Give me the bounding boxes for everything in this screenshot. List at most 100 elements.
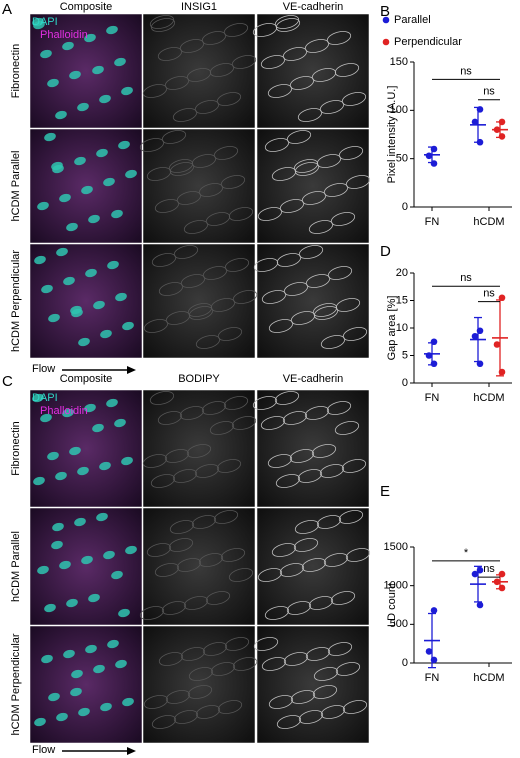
column-header: VE-cadherin [283,373,344,385]
nucleus [85,268,97,278]
micrograph [142,128,256,244]
nucleus [93,300,105,310]
data-point [498,133,506,140]
micrograph [29,625,143,744]
cell-outline [139,606,165,620]
micrograph [256,625,370,744]
nucleus [114,57,126,67]
nucleus [56,247,68,257]
cell-outline [290,690,316,704]
nucleus [59,560,71,570]
significance-label: ns [460,65,472,77]
cell-outline [224,637,250,651]
x-tick-label: hCDM [473,392,504,404]
nucleus [107,260,119,270]
y-tick-label: 500 [390,618,408,630]
nucleus [32,393,44,403]
column-header: Composite [60,373,113,385]
data-point [493,126,501,133]
micrograph [256,13,370,129]
flow-arrowhead [127,366,136,374]
data-point [471,332,479,340]
nucleus [48,692,60,702]
cell-outline [164,449,190,463]
micrograph [142,13,256,129]
cell-outline [198,553,224,567]
data-point [471,118,479,126]
panel-label: C [2,373,13,390]
nucleus [122,321,134,331]
cell-outline [149,391,175,405]
cell-outline [338,510,364,524]
cell-outline [316,515,342,529]
cell-outline [151,253,177,267]
nucleus [48,313,60,323]
y-axis-title: LD count [386,583,398,627]
row-label: Fibronectin [10,44,22,98]
cell-outline [139,138,165,152]
legend-label: Perpendicular [394,36,462,48]
cell-outline [326,401,352,415]
cell-outline [260,55,286,69]
nucleus [40,49,52,59]
micrograph [256,507,370,626]
cell-outline [209,421,235,435]
nucleus [111,570,123,580]
cell-outline [301,558,327,572]
cell-outline [275,474,301,488]
panel-label: D [380,243,391,260]
data-point [430,656,438,664]
cell-outline [188,306,214,320]
nucleus [84,33,96,43]
cell-outline [271,543,297,557]
cell-outline [286,601,312,615]
nucleus [78,707,90,717]
micrograph [142,243,256,359]
cell-outline [209,63,235,77]
cell-outline [319,464,345,478]
nucleus [99,94,111,104]
nucleus [121,86,133,96]
nucleus [41,284,53,294]
cell-outline [180,647,206,661]
cell-outline [257,568,283,582]
cell-outline [195,335,221,349]
stain-label: Phalloidin [40,29,88,41]
x-tick-label: FN [425,392,440,404]
cell-outline [313,306,339,320]
nucleus [125,545,137,555]
data-point [476,360,484,368]
significance-label: ns [483,86,495,98]
cell-outline [335,662,361,676]
x-tick-label: FN [425,672,440,684]
flow-arrowhead [127,747,136,755]
cell-outline [320,705,346,719]
nucleus [111,209,123,219]
cell-outline [157,411,183,425]
stain-label: DAPI [32,16,58,28]
nucleus [77,102,89,112]
cell-outline [168,538,194,552]
cell-outline [267,84,293,98]
x-tick-label: FN [425,216,440,228]
data-point [471,570,479,578]
panel-label: B [380,3,390,20]
cell-outline [304,406,330,420]
cell-outline [146,543,172,557]
x-tick-label: hCDM [473,216,504,228]
cell-outline [172,469,198,483]
nucleus [34,255,46,265]
nucleus [96,512,108,522]
row-label: hCDM Perpendicular [10,250,22,352]
nucleus [47,78,59,88]
row-label: Fibronectin [10,421,22,475]
nucleus [74,517,86,527]
row-label: hCDM Parallel [10,151,22,222]
cell-outline [169,162,195,176]
cell-outline [279,563,305,577]
nucleus [115,659,127,669]
cell-outline [267,454,293,468]
stain-label: DAPI [32,392,58,404]
cell-outline [264,606,290,620]
cell-outline [289,449,315,463]
